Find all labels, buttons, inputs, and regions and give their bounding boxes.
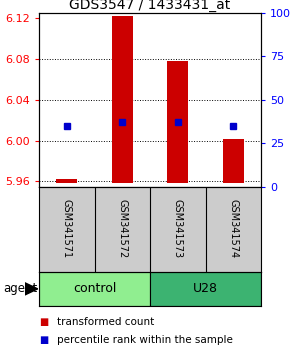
Bar [167, 61, 188, 183]
Text: percentile rank within the sample: percentile rank within the sample [57, 335, 232, 345]
Polygon shape [25, 282, 38, 295]
Text: GSM341573: GSM341573 [173, 199, 183, 259]
Text: agent: agent [3, 282, 37, 295]
Bar [223, 139, 244, 183]
Text: GSM341572: GSM341572 [117, 199, 127, 259]
Text: U28: U28 [193, 282, 218, 295]
Title: GDS3547 / 1433431_at: GDS3547 / 1433431_at [69, 0, 231, 12]
Text: ■: ■ [39, 335, 48, 345]
Bar [39, 272, 150, 306]
Bar [150, 272, 261, 306]
Bar [112, 16, 133, 183]
Text: ■: ■ [39, 316, 48, 326]
Text: control: control [73, 282, 116, 295]
Text: GSM341571: GSM341571 [62, 199, 72, 259]
Text: transformed count: transformed count [57, 316, 154, 326]
Bar [56, 179, 77, 183]
Text: GSM341574: GSM341574 [228, 199, 238, 259]
